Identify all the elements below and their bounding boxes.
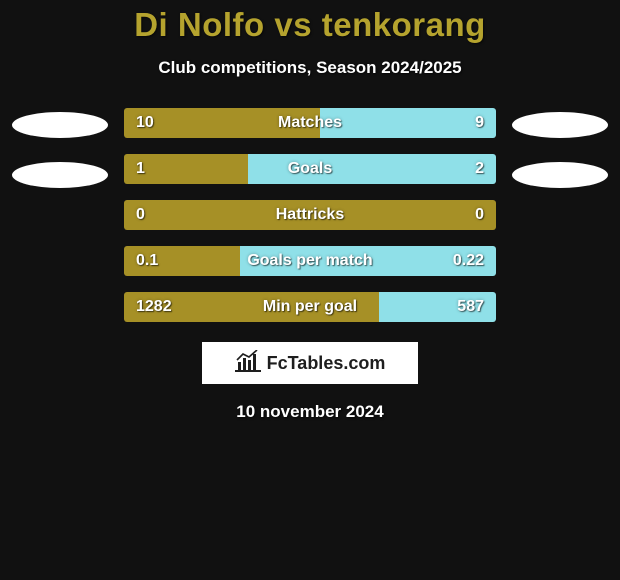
- stat-bar-goals-per-match: 0.1 Goals per match 0.22: [124, 246, 496, 276]
- stat-bars: 10 Matches 9 1 Goals 2 0 Hattricks 0 0.1…: [124, 108, 496, 322]
- stat-value-right: 0.22: [453, 246, 484, 276]
- right-ellipse-2: [512, 162, 608, 188]
- stat-bar-matches: 10 Matches 9: [124, 108, 496, 138]
- stat-value-right: 0: [475, 200, 484, 230]
- stat-bar-hattricks: 0 Hattricks 0: [124, 200, 496, 230]
- season-subtitle: Club competitions, Season 2024/2025: [0, 58, 620, 78]
- comparison-panel: 10 Matches 9 1 Goals 2 0 Hattricks 0 0.1…: [0, 108, 620, 322]
- stat-value-right: 2: [475, 154, 484, 184]
- stat-bar-goals: 1 Goals 2: [124, 154, 496, 184]
- stat-label: Goals per match: [124, 246, 496, 276]
- right-ellipse-1: [512, 112, 608, 138]
- bar-chart-icon: [235, 350, 261, 377]
- stat-value-right: 587: [457, 292, 484, 322]
- left-avatar-column: [12, 108, 108, 188]
- left-ellipse-1: [12, 112, 108, 138]
- stat-bar-min-per-goal: 1282 Min per goal 587: [124, 292, 496, 322]
- footer-attribution: FcTables.com: [202, 342, 418, 384]
- right-avatar-column: [512, 108, 608, 188]
- stat-value-right: 9: [475, 108, 484, 138]
- snapshot-date: 10 november 2024: [0, 402, 620, 422]
- left-ellipse-2: [12, 162, 108, 188]
- stat-label: Hattricks: [124, 200, 496, 230]
- footer-label: FcTables.com: [267, 353, 386, 374]
- stat-label: Min per goal: [124, 292, 496, 322]
- stat-label: Matches: [124, 108, 496, 138]
- stat-label: Goals: [124, 154, 496, 184]
- page-title: Di Nolfo vs tenkorang: [0, 0, 620, 44]
